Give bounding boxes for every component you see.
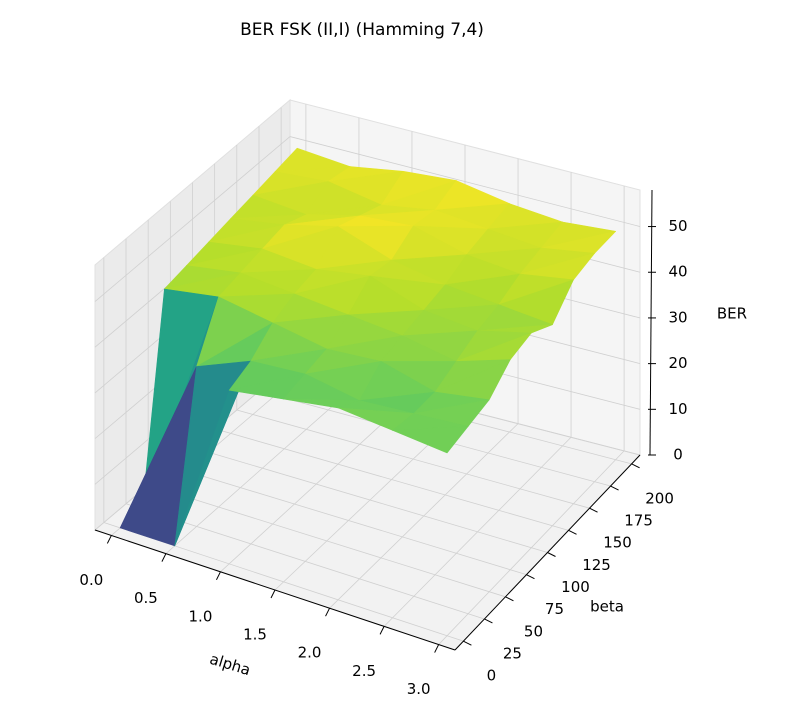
surface [119,147,617,547]
y-tick-label: 50 [524,622,543,640]
z-axis-label: BER [717,305,747,323]
x-tick-label: 3.0 [407,680,431,698]
grid-line [289,136,641,227]
y-tick-label: 200 [645,489,674,507]
y-tick [631,463,640,469]
x-tick [216,571,221,581]
y-tick-label: 175 [624,512,653,530]
z-tick-label: 20 [668,354,687,372]
z-tick-label: 0 [673,446,683,464]
x-tick-label: 2.5 [352,662,376,680]
z-tick-label: 40 [668,263,687,281]
z-tick-label: 50 [668,217,687,235]
z-tick-label: 30 [668,308,687,326]
x-tick [270,589,276,599]
y-tick-label: 25 [503,644,522,662]
x-tick [325,607,330,617]
y-tick [505,596,514,602]
y-tick [589,507,598,513]
y-tick-label: 125 [582,556,611,574]
y-tick-label: 75 [545,600,564,618]
grid-line [214,428,569,531]
grid-line [125,503,485,620]
x-tick [434,644,440,653]
grid-line [94,136,291,302]
x-tick-label: 1.5 [243,626,267,644]
y-tick [568,529,577,535]
grid-line [148,484,506,598]
surface-facet [392,426,469,454]
y-tick [547,552,556,557]
grid-line [192,447,548,553]
axes [94,189,656,653]
y-tick [484,618,493,624]
x-tick [106,535,112,544]
z-axis-line [649,189,653,456]
x-axis-label: alpha [208,650,253,679]
z-tick-label: 10 [668,400,687,418]
y-tick-label: 0 [487,667,497,685]
x-tick-label: 0.0 [79,571,103,589]
y-tick [610,485,619,491]
x-tick [161,553,167,562]
chart-title: BER FSK (II,I) (Hamming 7,4) [240,20,484,40]
grid-line [170,465,527,576]
x-tick [379,626,385,635]
y-tick [463,640,472,646]
y-tick-label: 100 [561,578,590,596]
x-tick-label: 1.0 [189,607,213,625]
x-tick-label: 0.5 [134,589,158,607]
y-tick-label: 150 [603,534,632,552]
grid-line [236,409,590,509]
y-axis-label: beta [590,598,624,616]
x-tick-label: 2.0 [298,644,322,662]
y-tick [526,574,535,580]
